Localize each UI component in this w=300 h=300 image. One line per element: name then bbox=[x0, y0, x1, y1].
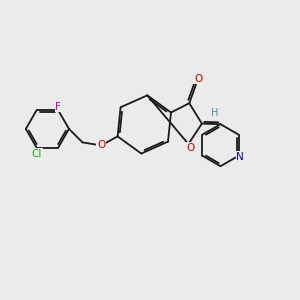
Text: N: N bbox=[236, 152, 244, 162]
Text: O: O bbox=[187, 142, 195, 153]
Text: Cl: Cl bbox=[32, 149, 42, 159]
Text: H: H bbox=[211, 108, 218, 118]
Text: F: F bbox=[55, 102, 61, 112]
Text: O: O bbox=[97, 140, 105, 150]
Text: O: O bbox=[194, 74, 202, 84]
